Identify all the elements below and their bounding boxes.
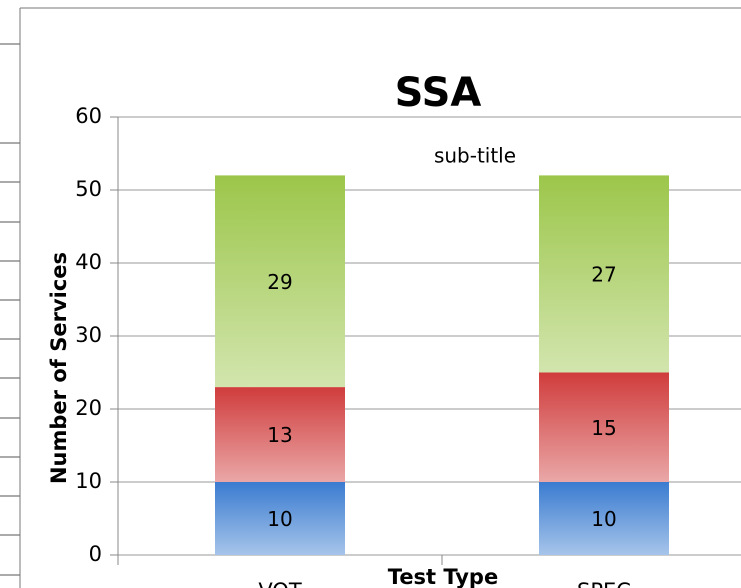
data-label: 10 <box>267 507 292 531</box>
data-label: 15 <box>591 416 616 440</box>
data-label: 27 <box>591 262 616 286</box>
bar-segment <box>215 387 345 482</box>
bar-segment <box>539 175 669 373</box>
chart-title: SSA <box>395 70 482 116</box>
y-tick-label: 30 <box>75 323 102 347</box>
x-axis-label: Test Type <box>388 565 498 588</box>
y-tick-label: 60 <box>75 104 102 128</box>
bar-segment <box>539 482 669 555</box>
y-tick-label: 0 <box>89 542 102 566</box>
bar-segment <box>215 482 345 555</box>
y-tick-label: 40 <box>75 250 102 274</box>
bar-segment <box>539 372 669 482</box>
y-axis-label: Number of Services <box>47 252 71 484</box>
y-tick-label: 50 <box>75 177 102 201</box>
y-tick-label: 10 <box>75 469 102 493</box>
bar-segment <box>215 175 345 388</box>
x-tick-label: SPEC <box>577 579 631 588</box>
sheet-lines <box>0 43 20 576</box>
y-tick-label: 20 <box>75 396 102 420</box>
data-label: 13 <box>267 423 292 447</box>
x-tick-label: VOT <box>258 579 302 588</box>
data-label: 29 <box>267 270 292 294</box>
chart-subtitle: sub-title <box>434 144 516 168</box>
data-label: 10 <box>591 507 616 531</box>
